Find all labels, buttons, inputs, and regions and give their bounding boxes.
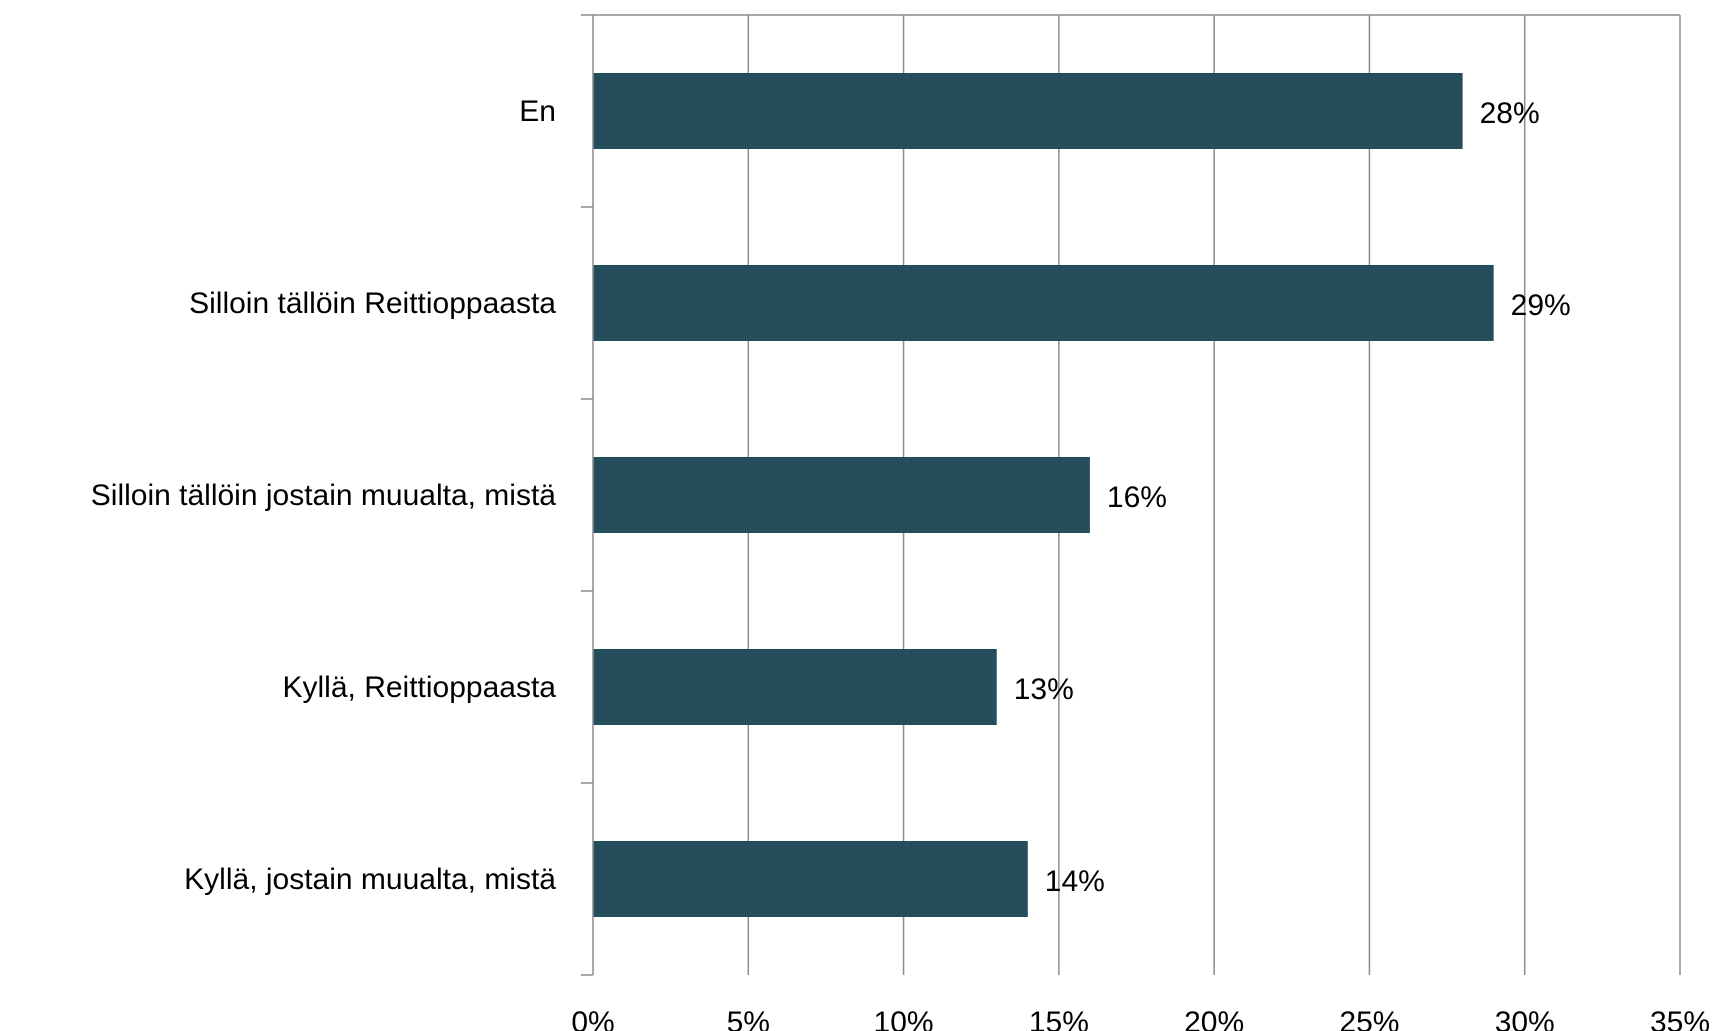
bar-value-label: 14% — [1045, 865, 1105, 898]
x-tick-label: 0% — [571, 1006, 614, 1031]
category-label: Kyllä, jostain muualta, mistä — [184, 863, 556, 896]
category-label: Silloin tällöin Reittioppaasta — [189, 287, 556, 320]
x-tick-label: 5% — [727, 1006, 770, 1031]
bar — [593, 457, 1090, 533]
bars — [593, 73, 1494, 917]
bar-value-label: 29% — [1511, 289, 1571, 322]
bar — [593, 841, 1028, 917]
category-label: Silloin tällöin jostain muualta, mistä — [91, 479, 557, 512]
data-labels: 28% 29% 16% 13% 14% — [1014, 97, 1571, 898]
bar-value-label: 28% — [1480, 97, 1540, 130]
bar-value-label: 13% — [1014, 673, 1074, 706]
category-label: Kyllä, Reittioppaasta — [283, 671, 557, 704]
x-tick-label: 20% — [1184, 1006, 1244, 1031]
x-tick-label: 35% — [1650, 1006, 1710, 1031]
category-axis — [581, 14, 594, 976]
x-tick-label: 25% — [1339, 1006, 1399, 1031]
x-tick-labels: 0% 5% 10% 15% 20% 25% 30% 35% — [571, 1006, 1710, 1031]
category-labels: En Silloin tällöin Reittioppaasta Silloin … — [91, 95, 557, 896]
bar — [593, 649, 997, 725]
bar — [593, 73, 1463, 149]
x-tick-label: 10% — [874, 1006, 934, 1031]
category-label: En — [519, 95, 556, 128]
bar — [593, 265, 1494, 341]
bar-value-label: 16% — [1107, 481, 1167, 514]
x-tick-label: 15% — [1029, 1006, 1089, 1031]
x-tick-label: 30% — [1495, 1006, 1555, 1031]
